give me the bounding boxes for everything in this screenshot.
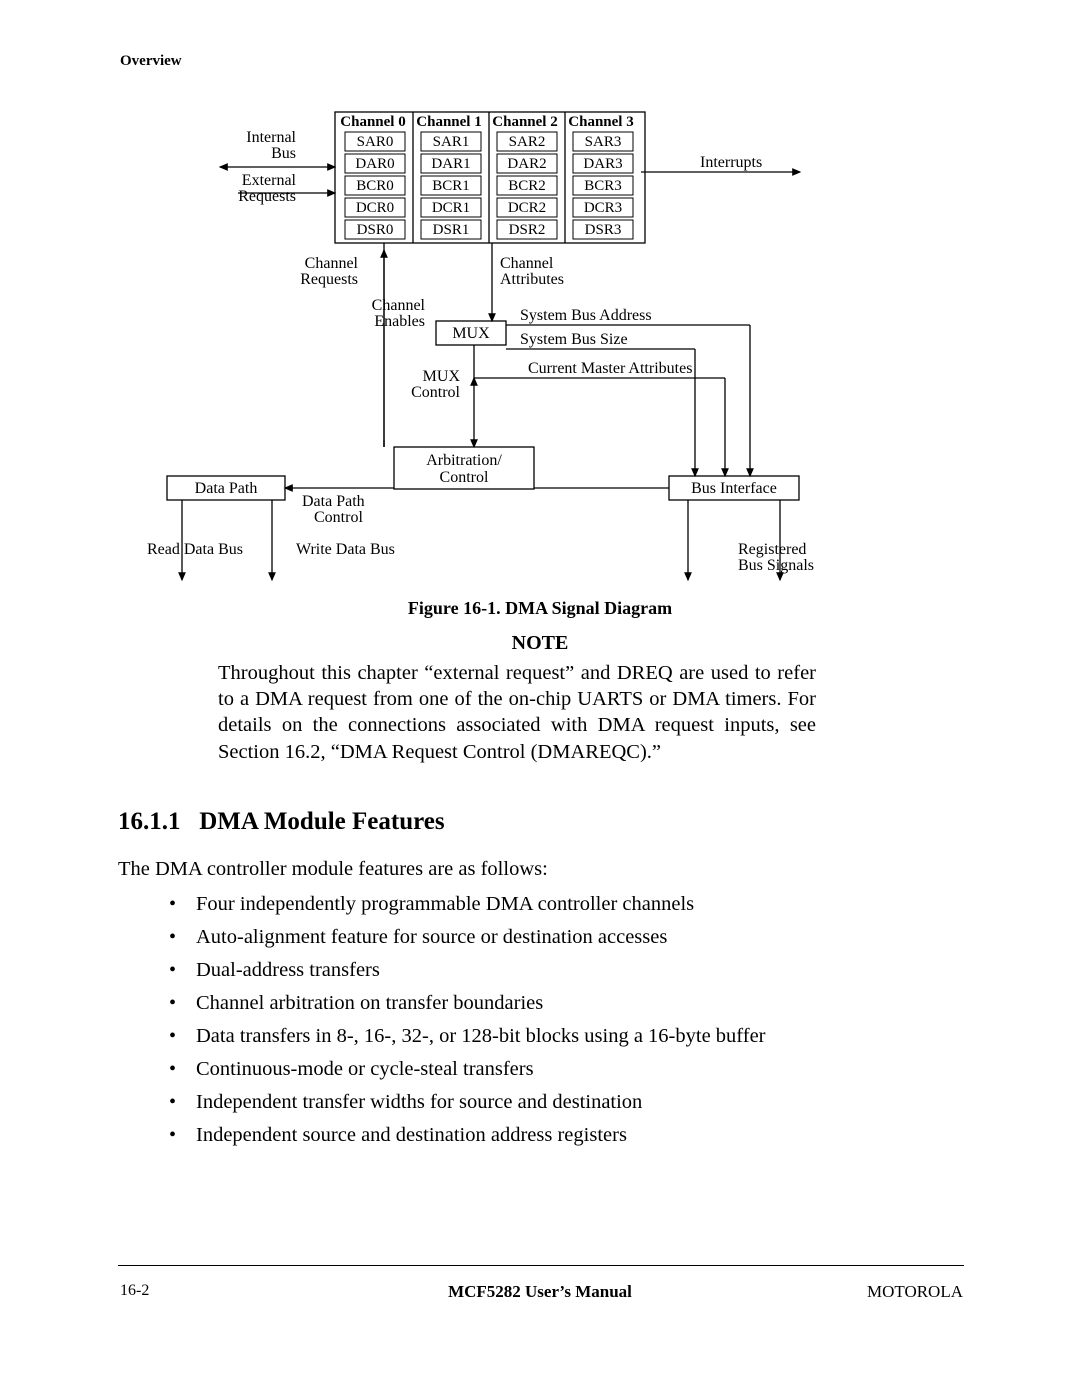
register-label: BCR2 <box>508 178 546 194</box>
channel-header: Channel 3 <box>568 114 633 130</box>
label-chan-en-1: Channel <box>372 297 426 314</box>
channel-header: Channel 0 <box>340 114 405 130</box>
data-path-label: Data Path <box>195 480 258 497</box>
footer-company: MOTOROLA <box>867 1282 963 1302</box>
register-label: BCR0 <box>356 178 394 194</box>
register-label: SAR3 <box>585 134 622 150</box>
register-label: SAR1 <box>433 134 470 150</box>
label-sysbus-addr: System Bus Address <box>520 307 652 324</box>
register-label: DAR0 <box>355 156 394 172</box>
list-item: Channel arbitration on transfer boundari… <box>166 992 766 1015</box>
section-intro: The DMA controller module features are a… <box>118 858 548 881</box>
register-label: DCR3 <box>584 200 622 216</box>
footer-rule <box>118 1265 964 1266</box>
label-chan-en-2: Enables <box>374 313 425 330</box>
list-item: Independent source and destination addre… <box>166 1124 766 1147</box>
label-ext-req-2: Requests <box>238 188 296 205</box>
label-cur-master: Current Master Attributes <box>528 360 692 377</box>
note-body: Throughout this chapter “external reques… <box>218 660 816 765</box>
label-chan-attr-1: Channel <box>500 255 554 272</box>
channel-header: Channel 1 <box>416 114 481 130</box>
dma-signal-diagram: Channel 0 SAR0 DAR0 BCR0 DCR0 DSR0 Channel 1 SA… <box>120 100 960 610</box>
label-mux-ctrl-1: MUX <box>423 368 461 385</box>
label-dp-ctrl-2: Control <box>314 509 363 526</box>
register-label: SAR2 <box>509 134 546 150</box>
page: Overview Channel 0SAR0DAR0BCR0DCR0DSR0Ch… <box>0 0 1080 1397</box>
label-reg-bus-2: Bus Signals <box>738 557 814 574</box>
register-label: SAR0 <box>357 134 394 150</box>
label-read-bus: Read Data Bus <box>147 541 243 558</box>
section-title: DMA Module Features <box>199 808 444 835</box>
features-list: Four independently programmable DMA cont… <box>166 893 766 1157</box>
list-item: Dual-address transfers <box>166 959 766 982</box>
label-arb-1: Arbitration/ <box>426 452 502 469</box>
section-heading: 16.1.1 DMA Module Features <box>118 808 445 836</box>
label-dp-ctrl-1: Data Path <box>302 493 365 510</box>
list-item: Data transfers in 8-, 16-, 32-, or 128-b… <box>166 1025 766 1048</box>
note-heading: NOTE <box>0 632 1080 655</box>
register-label: DAR2 <box>507 156 546 172</box>
register-label: DCR0 <box>356 200 394 216</box>
label-chan-attr-2: Attributes <box>500 271 564 288</box>
label-mux-ctrl-2: Control <box>411 384 460 401</box>
register-label: DAR1 <box>431 156 470 172</box>
register-label: DAR3 <box>583 156 622 172</box>
label-write-bus: Write Data Bus <box>296 541 395 558</box>
register-label: DCR2 <box>508 200 546 216</box>
label-internal-bus-1: Internal <box>246 129 296 146</box>
page-header: Overview <box>120 53 182 70</box>
bus-interface-label: Bus Interface <box>691 480 777 497</box>
section-number: 16.1.1 <box>118 808 181 835</box>
mux-box-label: MUX <box>452 325 490 342</box>
register-label: DSR2 <box>509 222 546 238</box>
label-interrupts: Interrupts <box>700 154 762 171</box>
label-arb-2: Control <box>440 469 489 486</box>
register-label: BCR1 <box>432 178 470 194</box>
list-item: Four independently programmable DMA cont… <box>166 893 766 916</box>
label-reg-bus-1: Registered <box>738 541 806 558</box>
register-label: DSR0 <box>357 222 394 238</box>
channel-header: Channel 2 <box>492 114 557 130</box>
register-label: DSR3 <box>585 222 622 238</box>
label-sysbus-size: System Bus Size <box>520 331 628 348</box>
label-chan-req-1: Channel <box>305 255 359 272</box>
list-item: Continuous-mode or cycle-steal transfers <box>166 1058 766 1081</box>
register-label: DSR1 <box>433 222 470 238</box>
label-chan-req-2: Requests <box>300 271 358 288</box>
label-internal-bus-2: Bus <box>271 145 296 162</box>
label-ext-req-1: External <box>242 172 297 189</box>
register-label: BCR3 <box>584 178 622 194</box>
register-label: DCR1 <box>432 200 470 216</box>
figure-caption: Figure 16-1. DMA Signal Diagram <box>0 598 1080 619</box>
list-item: Auto-alignment feature for source or des… <box>166 926 766 949</box>
list-item: Independent transfer widths for source a… <box>166 1091 766 1114</box>
